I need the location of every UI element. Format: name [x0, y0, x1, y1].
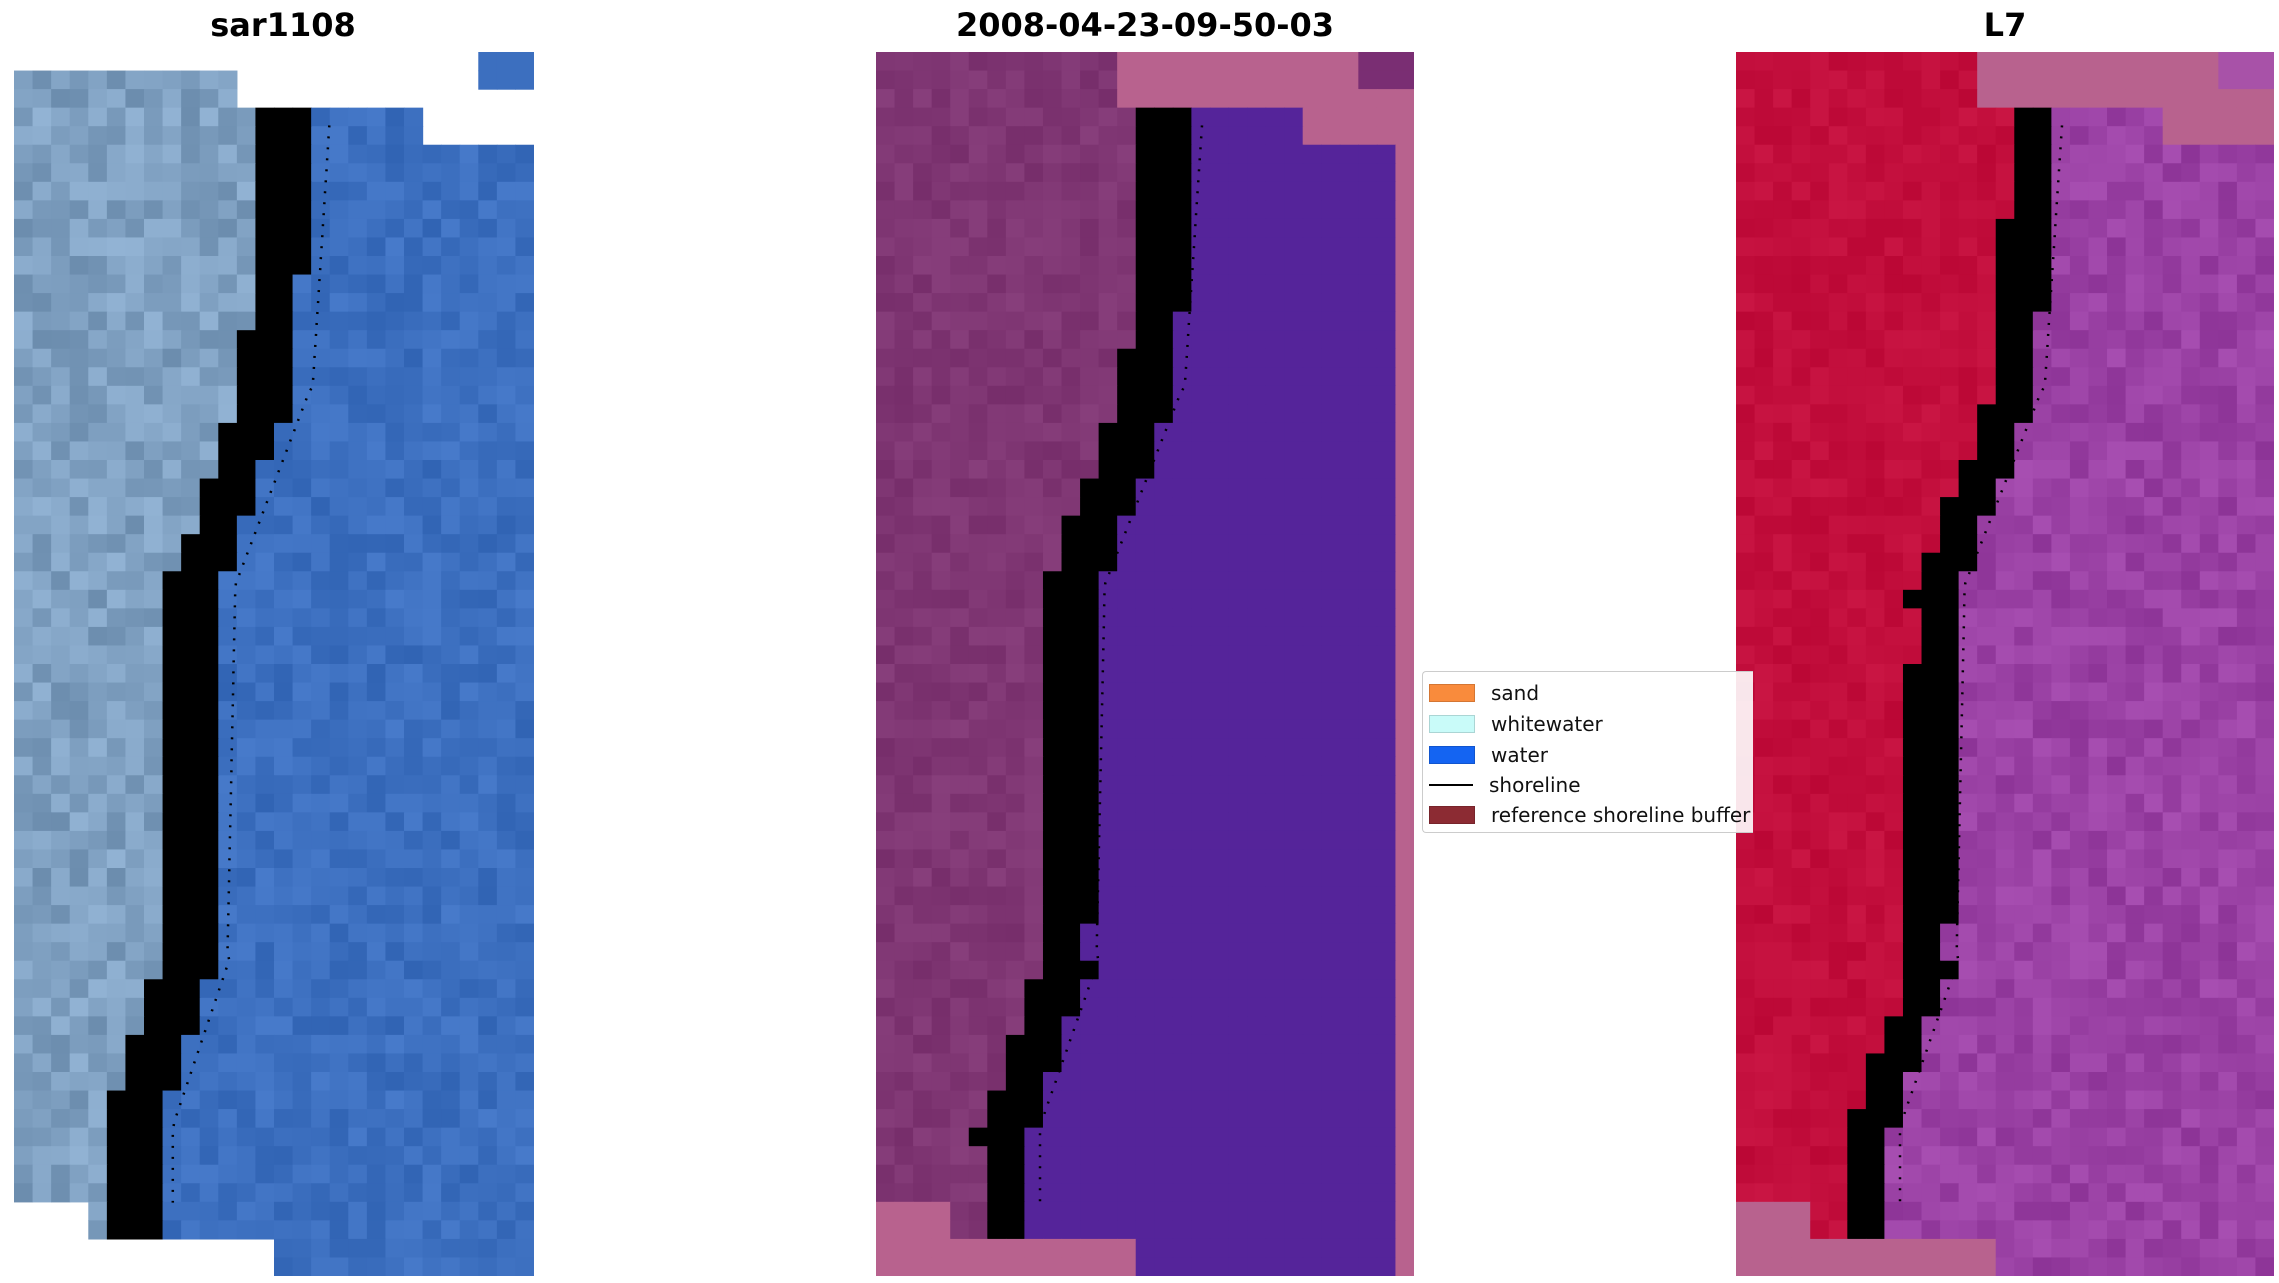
index-image — [1736, 52, 2274, 1276]
panel-title-index: L7 — [1983, 6, 2027, 44]
legend-item-sand: sand — [1429, 680, 1539, 706]
rgb-image-panel — [14, 52, 534, 1276]
water-swatch — [1429, 746, 1475, 764]
whitewater-swatch — [1429, 715, 1475, 733]
legend-label-sand: sand — [1491, 681, 1540, 705]
legend-item-water: water — [1429, 742, 1548, 768]
legend-item-shoreline: shoreline — [1429, 772, 1581, 798]
legend-label-water: water — [1491, 743, 1548, 767]
legend-label-shoreline: shoreline — [1489, 773, 1581, 797]
legend-item-whitewater: whitewater — [1429, 711, 1603, 737]
reference-buffer-swatch — [1429, 806, 1475, 824]
index-image-panel — [1736, 52, 2274, 1276]
panel-title-classified: 2008-04-23-09-50-03 — [955, 6, 1335, 44]
legend: sand whitewater water shoreline referenc… — [1422, 671, 1753, 833]
shoreline-line-swatch — [1429, 784, 1473, 786]
classified-image-panel — [876, 52, 1414, 1276]
rgb-image — [14, 52, 534, 1276]
legend-label-whitewater: whitewater — [1491, 712, 1603, 736]
classified-image — [876, 52, 1414, 1276]
panel-title-rgb: sar1108 — [210, 6, 356, 44]
sand-swatch — [1429, 684, 1475, 702]
legend-item-reference-buffer: reference shoreline buffer — [1429, 802, 1750, 828]
legend-label-reference-buffer: reference shoreline buffer — [1491, 803, 1751, 827]
